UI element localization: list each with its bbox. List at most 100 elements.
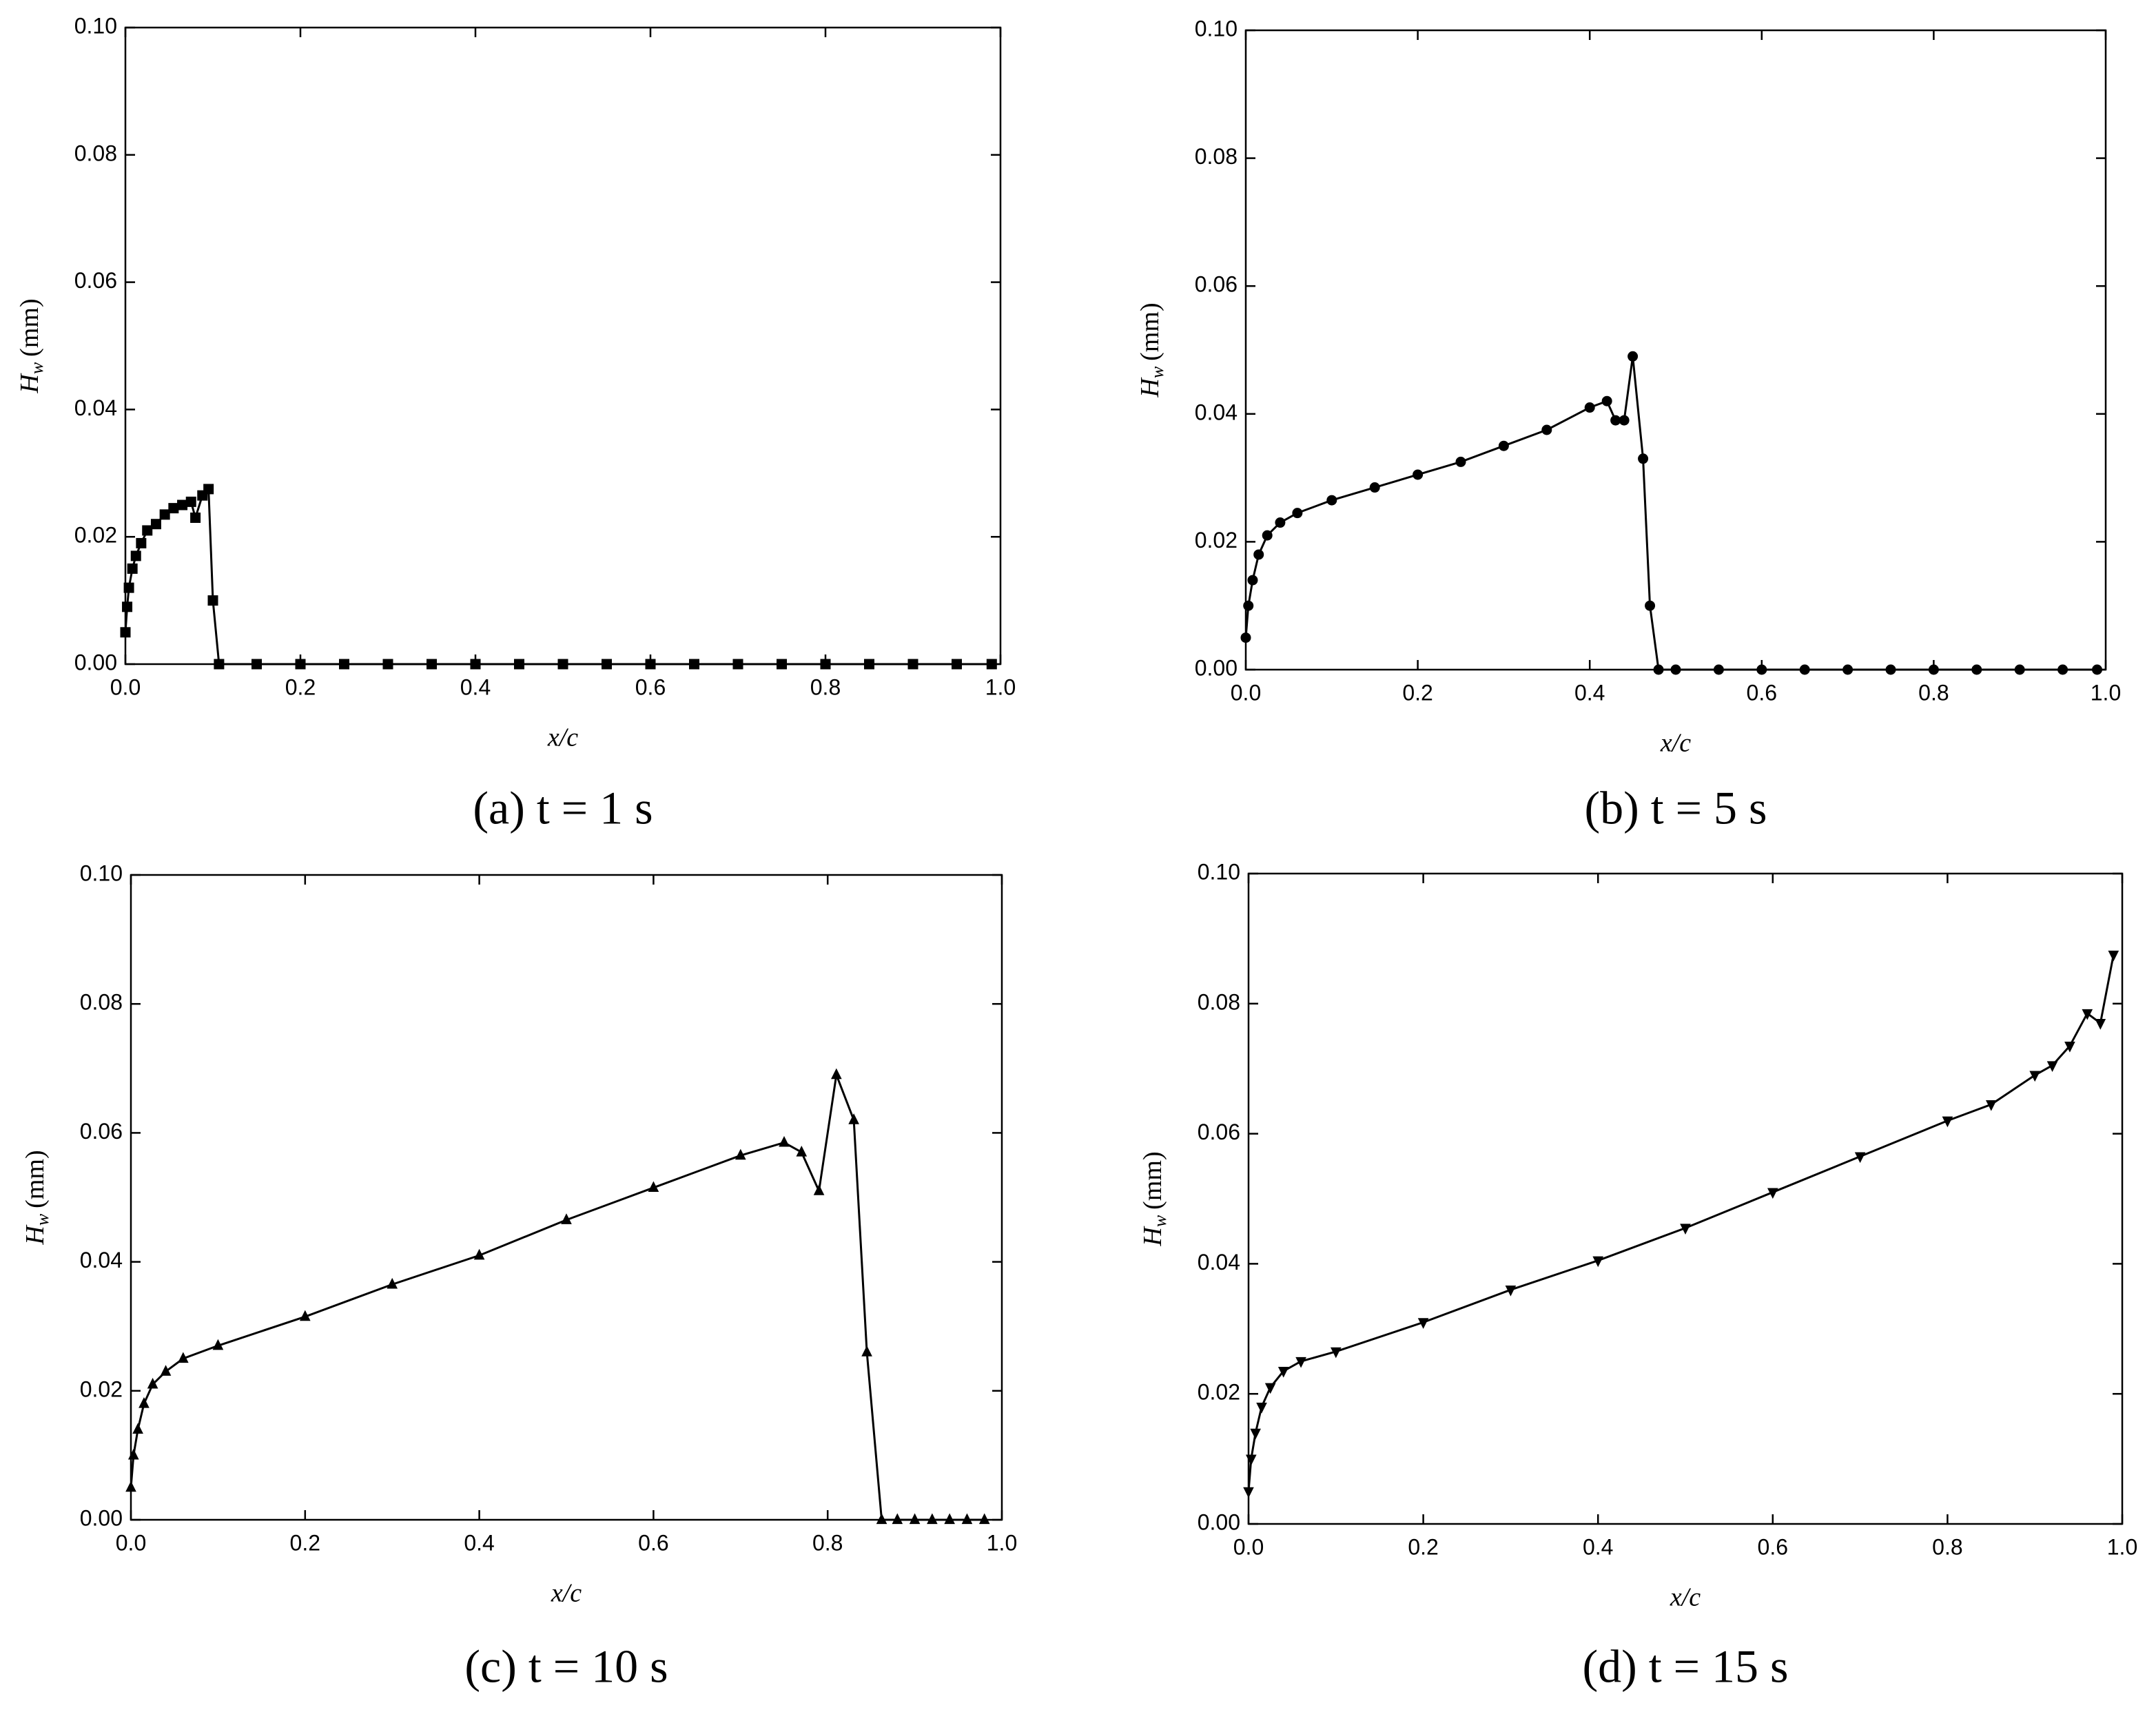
marker bbox=[813, 1184, 825, 1195]
marker bbox=[122, 601, 133, 612]
marker bbox=[136, 537, 147, 548]
marker bbox=[427, 659, 437, 670]
chart-panel: 0.0 0.2 0.4 0.6 0.8 1.0 0.00 0.02 0.04 0.06 0.08 0.… bbox=[15, 13, 1016, 834]
x-tick-label: 0.6 bbox=[1758, 1534, 1788, 1559]
marker bbox=[214, 659, 225, 670]
marker bbox=[1610, 415, 1621, 426]
marker bbox=[1262, 530, 1273, 541]
marker bbox=[178, 1352, 189, 1363]
marker bbox=[861, 1345, 872, 1357]
marker bbox=[190, 512, 201, 523]
marker bbox=[147, 1377, 158, 1389]
x-tick-label: 0.8 bbox=[1918, 680, 1949, 705]
caption: (c) t = 10 s bbox=[464, 1640, 668, 1693]
x-tick-label: 0.4 bbox=[464, 1530, 494, 1555]
marker bbox=[961, 1513, 973, 1525]
marker bbox=[1799, 664, 1810, 675]
y-axis-label: Hw (mm) bbox=[1138, 1151, 1170, 1246]
chart-panel: 0.0 0.2 0.4 0.6 0.8 1.0 0.00 0.02 0.04 0.06 0.08 0.… bbox=[21, 860, 1018, 1692]
marker bbox=[1653, 664, 1664, 675]
y-tick-label: 0.08 bbox=[1198, 989, 1240, 1014]
marker bbox=[864, 659, 874, 670]
marker bbox=[848, 1113, 859, 1124]
y-tick-label: 0.00 bbox=[80, 1505, 123, 1530]
marker bbox=[2057, 664, 2068, 675]
marker bbox=[1243, 1487, 1254, 1498]
marker bbox=[944, 1513, 955, 1525]
y-tick-label: 0.04 bbox=[80, 1248, 123, 1272]
plot-frame bbox=[1244, 29, 2107, 671]
marker bbox=[299, 1310, 311, 1321]
marker bbox=[185, 496, 196, 507]
y-tick-label: 0.10 bbox=[1195, 16, 1238, 41]
marker bbox=[1713, 664, 1724, 675]
marker bbox=[212, 1339, 224, 1350]
marker bbox=[1619, 415, 1630, 426]
chart-panel: 0.0 0.2 0.4 0.6 0.8 1.0 0.00 0.02 0.04 0.06 0.08 0.… bbox=[1136, 16, 2122, 834]
y-tick-label: 0.06 bbox=[1198, 1120, 1240, 1144]
marker bbox=[1247, 575, 1258, 586]
x-tick-label: 0.0 bbox=[1231, 680, 1261, 705]
marker bbox=[2014, 664, 2025, 675]
x-tick-label: 0.0 bbox=[116, 1530, 146, 1555]
marker bbox=[1842, 664, 1854, 675]
marker bbox=[1638, 453, 1649, 464]
data-line bbox=[1244, 356, 2097, 671]
marker bbox=[1645, 600, 1656, 611]
marker bbox=[986, 659, 997, 670]
marker bbox=[689, 659, 699, 670]
marker bbox=[160, 1365, 172, 1376]
y-label-subscript: w bbox=[32, 1213, 52, 1226]
marker bbox=[909, 1513, 921, 1525]
marker bbox=[1505, 1286, 1517, 1297]
x-tick-label: 0.4 bbox=[1574, 680, 1605, 705]
y-label-subscript: w bbox=[1150, 1215, 1170, 1227]
x-axis-label: x/c bbox=[551, 1579, 582, 1608]
marker bbox=[150, 519, 161, 530]
x-tick-label: 0.8 bbox=[1932, 1534, 1962, 1559]
y-label-symbol: H bbox=[15, 373, 44, 394]
marker bbox=[130, 550, 141, 561]
marker bbox=[382, 659, 393, 670]
y-label-subscript: w bbox=[1147, 366, 1167, 378]
x-tick-label: 0.8 bbox=[812, 1530, 843, 1555]
y-tick-label: 0.02 bbox=[1195, 528, 1238, 553]
marker bbox=[557, 659, 568, 670]
x-tick-label: 1.0 bbox=[987, 1530, 1017, 1555]
y-tick-label: 0.02 bbox=[80, 1376, 123, 1401]
y-tick-label: 0.04 bbox=[1198, 1250, 1240, 1275]
marker bbox=[1601, 395, 1612, 406]
marker bbox=[796, 1145, 808, 1157]
y-tick-label: 0.08 bbox=[1195, 144, 1238, 169]
x-tick-label: 1.0 bbox=[2091, 680, 2121, 705]
y-tick-label: 0.10 bbox=[80, 860, 123, 885]
y-tick-label: 0.10 bbox=[74, 13, 117, 38]
marker bbox=[645, 659, 656, 670]
y-tick-label: 0.00 bbox=[1195, 655, 1238, 680]
marker bbox=[1326, 495, 1337, 506]
marker bbox=[779, 1135, 790, 1147]
data-line bbox=[1247, 954, 2115, 1492]
marker bbox=[168, 503, 179, 514]
y-label-symbol: H bbox=[1138, 1226, 1167, 1247]
caption: (d) t = 15 s bbox=[1583, 1640, 1789, 1693]
y-label-unit: (mm) bbox=[1138, 1151, 1167, 1209]
y-axis-label: Hw (mm) bbox=[15, 298, 47, 393]
y-tick-label: 0.00 bbox=[74, 650, 117, 674]
marker bbox=[1498, 440, 1509, 451]
x-tick-label: 0.6 bbox=[635, 674, 666, 699]
plot-frame bbox=[124, 26, 1002, 666]
marker bbox=[127, 563, 138, 574]
marker bbox=[1541, 424, 1552, 435]
x-tick-label: 0.6 bbox=[638, 1530, 668, 1555]
caption: (a) t = 1 s bbox=[473, 782, 653, 834]
y-tick-label: 0.06 bbox=[74, 268, 117, 293]
y-tick-label: 0.00 bbox=[1198, 1509, 1240, 1534]
y-tick-label: 0.06 bbox=[1195, 272, 1238, 297]
marker bbox=[831, 1068, 842, 1080]
marker bbox=[125, 1481, 136, 1492]
marker bbox=[978, 1513, 990, 1525]
marker bbox=[1417, 1318, 1429, 1329]
